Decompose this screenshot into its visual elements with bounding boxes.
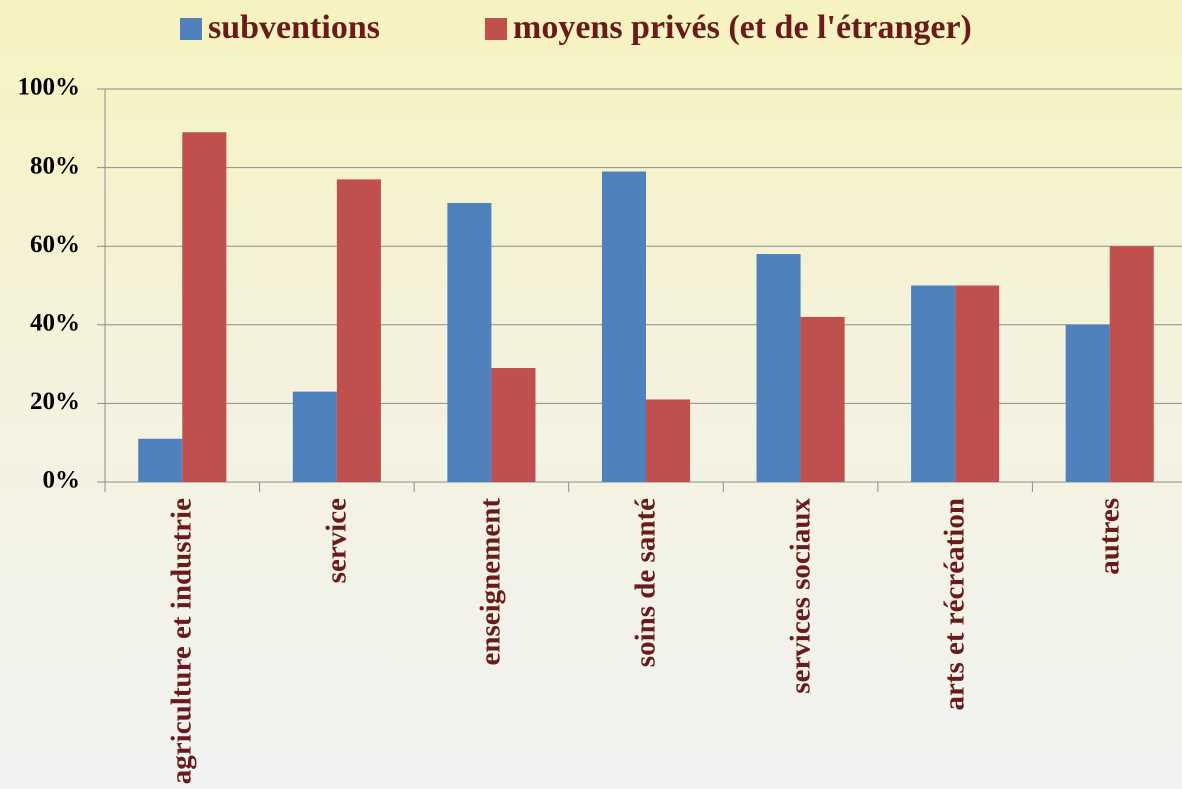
bar xyxy=(1109,246,1154,482)
y-tick-label: 60% xyxy=(30,231,80,258)
bar xyxy=(491,368,536,482)
bar xyxy=(646,399,691,482)
bar xyxy=(601,171,646,482)
bar xyxy=(756,254,801,482)
bar xyxy=(911,285,956,482)
x-tick-label: arts et récréation xyxy=(938,498,971,711)
bar xyxy=(955,285,1000,482)
bar xyxy=(182,132,227,483)
x-tick-label: services sociaux xyxy=(783,498,816,694)
x-tick-label: autres xyxy=(1093,498,1126,575)
y-tick-label: 0% xyxy=(43,467,81,494)
bar xyxy=(138,438,183,482)
bar xyxy=(336,179,381,482)
bar xyxy=(800,316,845,482)
y-tick-label: 80% xyxy=(30,152,80,179)
bar xyxy=(1065,324,1110,482)
y-tick-label: 40% xyxy=(30,310,80,337)
x-tick-label: agriculture et industrie xyxy=(165,498,198,785)
bar xyxy=(447,202,492,482)
legend-swatch xyxy=(180,18,202,40)
y-tick-label: 20% xyxy=(30,388,80,415)
bar xyxy=(292,391,337,482)
x-tick-label: service xyxy=(320,498,353,584)
x-tick-label: enseignement xyxy=(474,498,507,666)
x-tick-label: soins de santé xyxy=(629,498,662,668)
legend-swatch xyxy=(485,18,507,40)
y-tick-label: 100% xyxy=(18,74,81,101)
legend-label: subventions xyxy=(208,9,380,46)
legend-label: moyens privés (et de l'étranger) xyxy=(513,9,972,46)
